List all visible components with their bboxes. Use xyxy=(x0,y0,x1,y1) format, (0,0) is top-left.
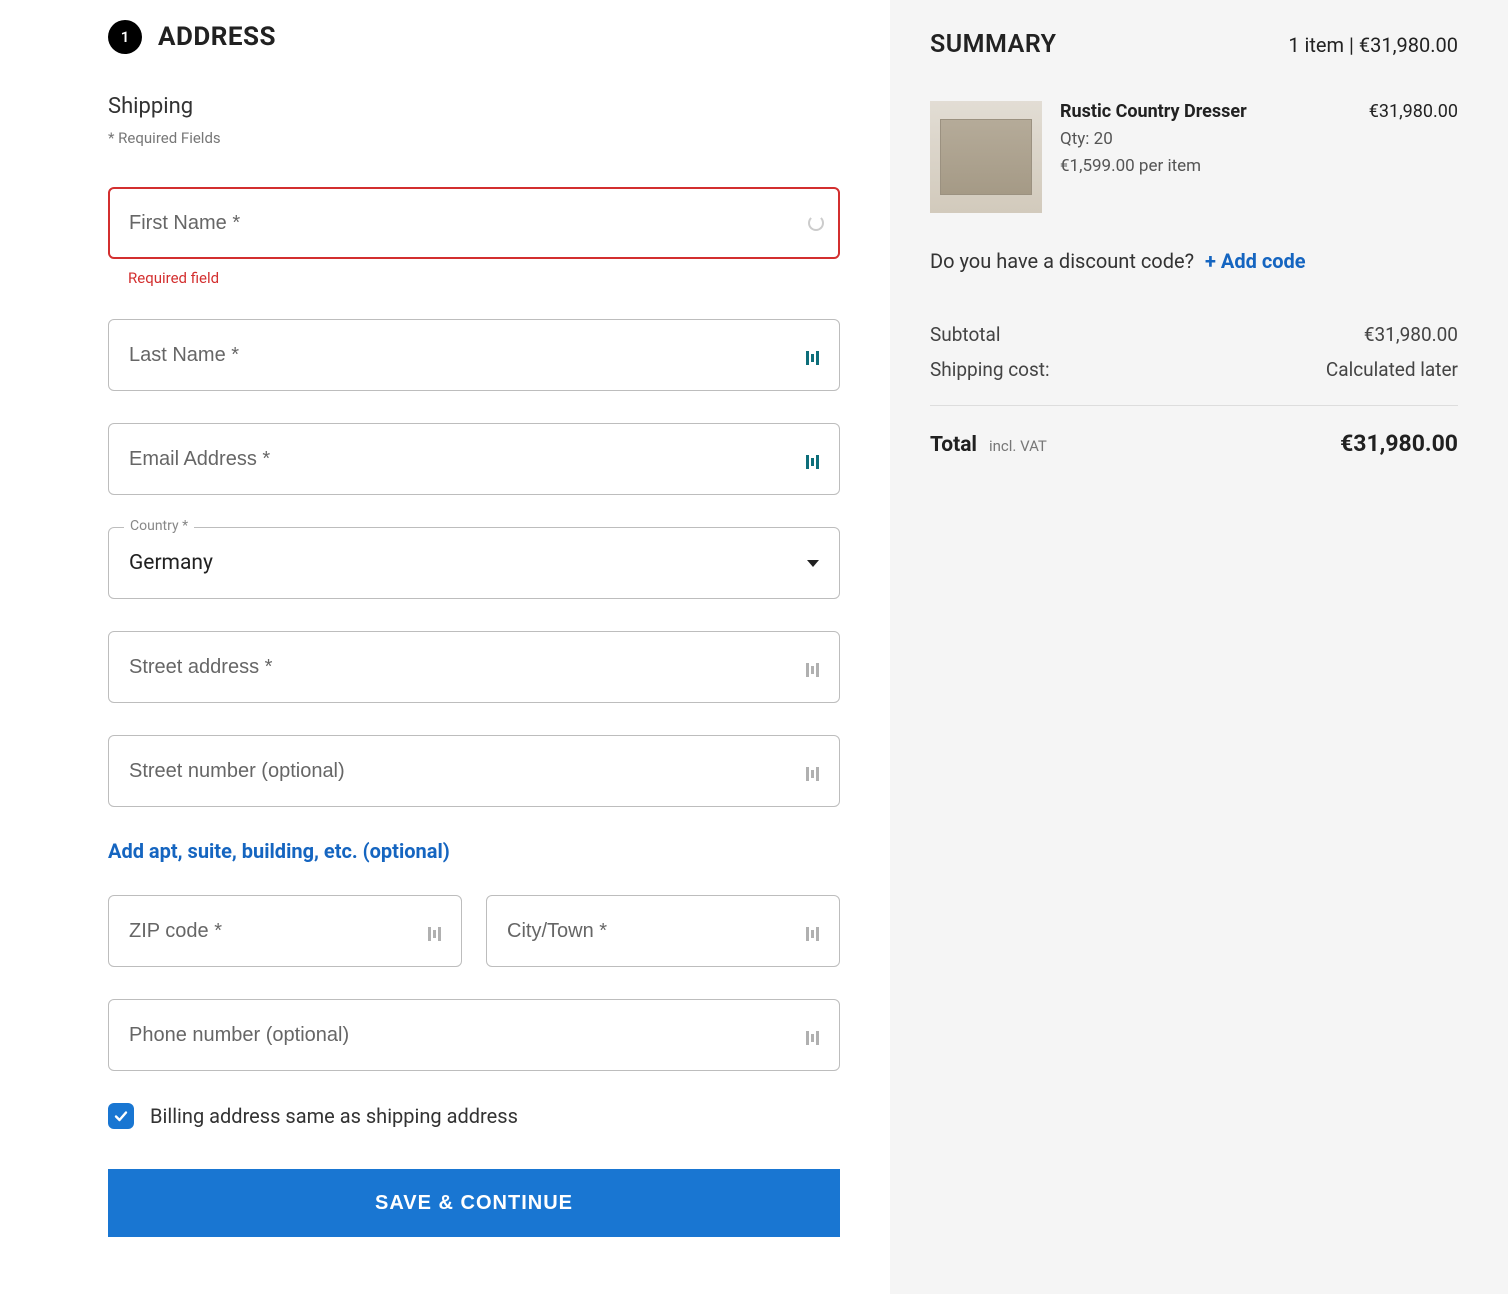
subtotal-row: Subtotal €31,980.00 xyxy=(930,323,1458,346)
billing-same-label: Billing address same as shipping address xyxy=(150,1104,518,1128)
last-name-field-wrap xyxy=(108,319,840,391)
step-header: 1 ADDRESS xyxy=(108,20,840,54)
country-label: Country * xyxy=(124,518,194,534)
discount-row: Do you have a discount code? + Add code xyxy=(930,249,1458,273)
phone-field-wrap xyxy=(108,999,840,1071)
divider xyxy=(930,405,1458,406)
required-fields-note: * Required Fields xyxy=(108,129,840,147)
first-name-error: Required field xyxy=(108,269,840,287)
step-title: ADDRESS xyxy=(158,22,276,52)
shipping-cost-value: Calculated later xyxy=(1326,358,1458,381)
save-continue-button[interactable]: SAVE & CONTINUE xyxy=(108,1169,840,1237)
product-unit-price: €1,599.00 per item xyxy=(1060,153,1247,180)
product-qty: Qty: 20 xyxy=(1060,126,1247,153)
zip-field-wrap xyxy=(108,895,462,967)
summary-count: 1 item | €31,980.00 xyxy=(1288,33,1458,57)
billing-same-row: Billing address same as shipping address xyxy=(108,1103,840,1129)
country-select[interactable]: Germany xyxy=(108,527,840,599)
subtotal-label: Subtotal xyxy=(930,323,1000,346)
street-number-field-wrap xyxy=(108,735,840,807)
loading-spinner-icon xyxy=(808,215,824,231)
email-input[interactable] xyxy=(108,423,840,495)
summary-title: SUMMARY xyxy=(930,30,1057,59)
city-input[interactable] xyxy=(486,895,840,967)
street-input[interactable] xyxy=(108,631,840,703)
shipping-section-title: Shipping xyxy=(108,94,840,119)
first-name-input[interactable] xyxy=(108,187,840,259)
email-field-wrap xyxy=(108,423,840,495)
product-line-total: €31,980.00 xyxy=(1369,101,1458,213)
add-discount-link[interactable]: + Add code xyxy=(1205,249,1306,273)
chevron-down-icon xyxy=(807,560,819,567)
phone-input[interactable] xyxy=(108,999,840,1071)
total-row: Total incl. VAT €31,980.00 xyxy=(930,430,1458,457)
discount-question: Do you have a discount code? xyxy=(930,249,1194,273)
billing-same-checkbox[interactable] xyxy=(108,1103,134,1129)
total-label: Total xyxy=(930,433,977,457)
cart-item: Rustic Country Dresser Qty: 20 €1,599.00… xyxy=(930,101,1458,213)
total-amount: €31,980.00 xyxy=(1340,430,1458,457)
shipping-cost-label: Shipping cost: xyxy=(930,358,1050,381)
subtotal-value: €31,980.00 xyxy=(1364,323,1458,346)
step-badge: 1 xyxy=(108,20,142,54)
country-field-wrap: Country * Germany xyxy=(108,527,840,599)
country-value: Germany xyxy=(129,551,213,575)
street-number-input[interactable] xyxy=(108,735,840,807)
summary-panel: SUMMARY 1 item | €31,980.00 Rustic Count… xyxy=(890,0,1508,1294)
total-sublabel: incl. VAT xyxy=(989,437,1047,455)
street-field-wrap xyxy=(108,631,840,703)
add-apt-link[interactable]: Add apt, suite, building, etc. (optional… xyxy=(108,839,840,863)
shipping-cost-row: Shipping cost: Calculated later xyxy=(930,358,1458,381)
product-name: Rustic Country Dresser xyxy=(1060,101,1247,122)
city-field-wrap xyxy=(486,895,840,967)
address-form-panel: 1 ADDRESS Shipping * Required Fields Req… xyxy=(0,0,890,1294)
last-name-input[interactable] xyxy=(108,319,840,391)
check-icon xyxy=(113,1108,129,1124)
product-thumbnail xyxy=(930,101,1042,213)
first-name-field-wrap: Required field xyxy=(108,187,840,287)
zip-input[interactable] xyxy=(108,895,462,967)
